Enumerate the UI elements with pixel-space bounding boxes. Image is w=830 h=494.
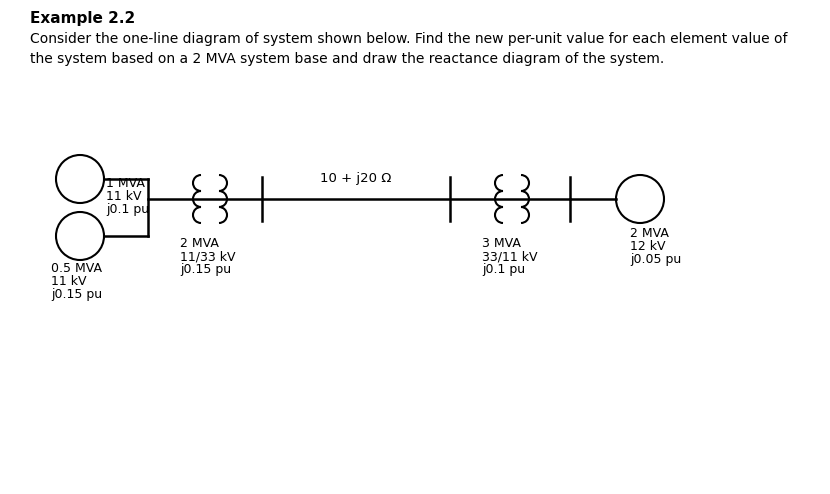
- Text: j0.15 pu: j0.15 pu: [51, 288, 102, 301]
- Text: 11 kV: 11 kV: [106, 190, 141, 203]
- Text: 33/11 kV: 33/11 kV: [482, 250, 538, 263]
- Text: 12 kV: 12 kV: [630, 240, 666, 253]
- Text: 11 kV: 11 kV: [51, 275, 86, 288]
- Text: 2 MVA: 2 MVA: [630, 227, 669, 240]
- Text: 1 MVA: 1 MVA: [106, 177, 145, 190]
- Text: j0.15 pu: j0.15 pu: [180, 263, 231, 276]
- Text: the system based on a 2 MVA system base and draw the reactance diagram of the sy: the system based on a 2 MVA system base …: [30, 52, 664, 66]
- Text: j0.05 pu: j0.05 pu: [630, 253, 681, 266]
- Text: 0.5 MVA: 0.5 MVA: [51, 262, 102, 275]
- Text: 11/33 kV: 11/33 kV: [180, 250, 236, 263]
- Text: 2 MVA: 2 MVA: [180, 237, 219, 250]
- Text: 10 + j20 Ω: 10 + j20 Ω: [320, 172, 392, 185]
- Text: Example 2.2: Example 2.2: [30, 11, 135, 26]
- Text: j0.1 pu: j0.1 pu: [106, 203, 149, 216]
- Text: j0.1 pu: j0.1 pu: [482, 263, 525, 276]
- Text: 3 MVA: 3 MVA: [482, 237, 521, 250]
- Text: Consider the one-line diagram of system shown below. Find the new per-unit value: Consider the one-line diagram of system …: [30, 32, 788, 46]
